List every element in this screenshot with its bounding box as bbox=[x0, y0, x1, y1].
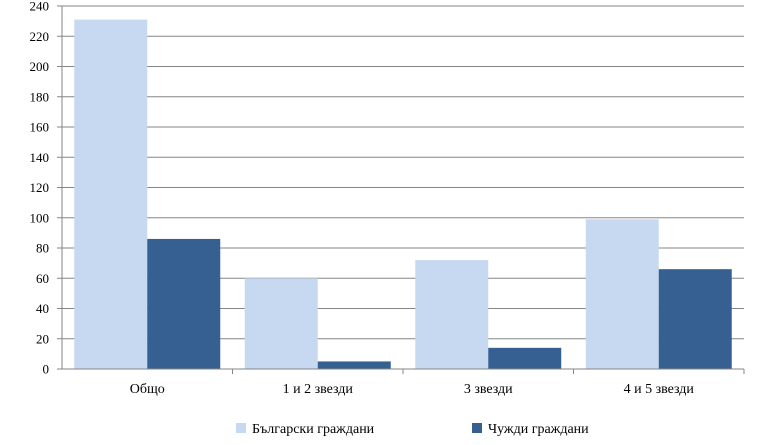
bar-foreign-0 bbox=[147, 238, 221, 369]
y-tick-label: 200 bbox=[30, 59, 50, 74]
legend-swatch-1 bbox=[472, 423, 482, 433]
bar-bulgarian-1 bbox=[244, 278, 318, 369]
bar-bulgarian-3 bbox=[585, 219, 659, 369]
y-tick-label: 40 bbox=[36, 301, 49, 316]
bars bbox=[74, 19, 732, 370]
legend-swatch-0 bbox=[236, 423, 246, 433]
y-tick-label: 140 bbox=[30, 150, 50, 165]
axes: 0 20 40 60 80 100 120 140 160 180 200 220 240 Общо 1 и… bbox=[30, 0, 745, 397]
y-tick-label: 100 bbox=[30, 210, 50, 225]
y-tick-label: 240 bbox=[30, 0, 50, 14]
bar-foreign-2 bbox=[488, 347, 562, 369]
x-category-label: 4 и 5 звезди bbox=[624, 382, 695, 397]
bar-bulgarian-0 bbox=[74, 19, 148, 370]
legend-label-1: Чужди граждани bbox=[488, 422, 589, 437]
y-tick-label: 220 bbox=[30, 29, 50, 44]
legend-label-0: Български граждани bbox=[252, 422, 375, 437]
x-category-label: 3 звезди bbox=[464, 382, 513, 397]
y-tick-label: 120 bbox=[30, 180, 50, 195]
y-tick-label: 160 bbox=[30, 120, 50, 135]
y-tick-label: 60 bbox=[36, 271, 49, 286]
y-tick-label: 80 bbox=[36, 241, 49, 256]
y-tick-label: 0 bbox=[43, 362, 50, 377]
x-category-label: Общо bbox=[130, 382, 165, 397]
y-tick-label: 180 bbox=[30, 89, 50, 104]
x-category-label: 1 и 2 звезди bbox=[283, 382, 354, 397]
legend: Български граждани Чужди граждани bbox=[236, 422, 589, 437]
bar-foreign-3 bbox=[658, 269, 732, 369]
bar-foreign-1 bbox=[317, 361, 391, 369]
y-tick-label: 20 bbox=[36, 331, 49, 346]
bar-bulgarian-2 bbox=[415, 260, 489, 369]
